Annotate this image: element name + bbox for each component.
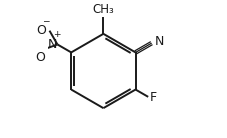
Text: F: F (150, 91, 157, 104)
Text: −: − (42, 17, 50, 26)
Text: CH₃: CH₃ (92, 3, 114, 16)
Text: N: N (154, 35, 163, 48)
Text: O: O (36, 24, 46, 37)
Text: +: + (53, 30, 60, 39)
Text: N: N (47, 38, 57, 51)
Text: O: O (35, 51, 45, 64)
